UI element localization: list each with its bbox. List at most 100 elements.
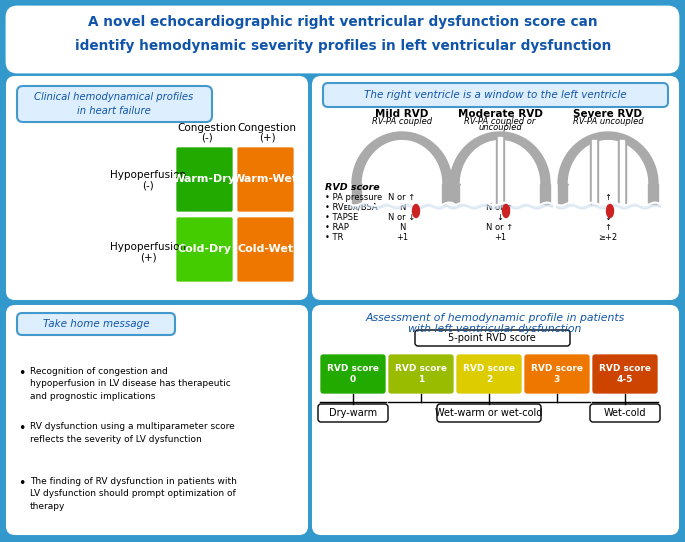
Polygon shape [592,140,596,204]
Polygon shape [558,184,567,204]
Text: (-): (-) [201,133,213,143]
FancyBboxPatch shape [323,83,668,107]
Text: • TR: • TR [325,233,343,242]
Text: ↓: ↓ [497,212,503,222]
Ellipse shape [606,204,614,217]
Text: The finding of RV dysfunction in patients with
LV dysfunction should prompt opti: The finding of RV dysfunction in patient… [30,477,237,511]
Text: (-): (-) [142,181,154,191]
Text: RVD score
4-5: RVD score 4-5 [599,364,651,384]
Text: Warm-Dry: Warm-Dry [173,175,236,184]
FancyBboxPatch shape [17,313,175,335]
Text: Take home message: Take home message [42,319,149,329]
Text: ↑: ↑ [604,192,612,202]
Text: Cold-Dry: Cold-Dry [177,244,232,255]
Polygon shape [558,132,658,184]
Polygon shape [648,184,658,204]
Ellipse shape [503,204,510,217]
FancyBboxPatch shape [7,77,307,299]
Text: Hypoperfusion: Hypoperfusion [110,170,186,180]
FancyBboxPatch shape [318,404,388,422]
FancyBboxPatch shape [7,306,307,534]
Text: with left ventricular dysfunction: with left ventricular dysfunction [408,324,582,334]
Text: • TAPSE: • TAPSE [325,212,358,222]
FancyBboxPatch shape [176,147,233,212]
Text: • RAP: • RAP [325,223,349,231]
Text: ↑: ↑ [604,203,612,211]
FancyBboxPatch shape [17,86,212,122]
FancyBboxPatch shape [313,77,678,299]
FancyBboxPatch shape [592,354,658,394]
Text: (+): (+) [259,133,275,143]
Polygon shape [618,140,626,204]
Text: Congestion: Congestion [238,123,297,133]
FancyBboxPatch shape [388,354,454,394]
FancyBboxPatch shape [590,404,660,422]
Polygon shape [450,184,459,204]
Text: Assessment of hemodynamic profile in patients: Assessment of hemodynamic profile in pat… [365,313,625,323]
Polygon shape [496,137,504,204]
Text: • PA pressure: • PA pressure [325,192,382,202]
Polygon shape [590,140,598,204]
Text: N or ↑: N or ↑ [486,203,514,211]
Polygon shape [620,140,624,204]
Text: Wet-warm or wet-cold: Wet-warm or wet-cold [435,408,543,418]
FancyBboxPatch shape [7,7,678,72]
Text: RV dysfunction using a multiparameter score
reflects the severity of LV dysfunct: RV dysfunction using a multiparameter sc… [30,422,235,443]
Text: RVD score
0: RVD score 0 [327,364,379,384]
Text: RV-PA coupled: RV-PA coupled [372,118,432,126]
FancyBboxPatch shape [176,217,233,282]
Polygon shape [540,184,550,204]
Text: Cold-Wet: Cold-Wet [238,244,294,255]
FancyBboxPatch shape [415,330,570,346]
FancyBboxPatch shape [456,354,522,394]
Text: Mild RVD: Mild RVD [375,109,429,119]
Text: +1: +1 [494,233,506,242]
Text: •: • [18,477,25,490]
Text: The right ventricle is a window to the left ventricle: The right ventricle is a window to the l… [364,90,626,100]
Text: RVD score: RVD score [325,183,379,191]
Text: ↓: ↓ [604,212,612,222]
Text: • RVᴇᴅᴀ/BSA: • RVᴇᴅᴀ/BSA [325,203,377,211]
Text: Recognition of congestion and
hypoperfusion in LV disease has therapeutic
and pr: Recognition of congestion and hypoperfus… [30,367,231,401]
Text: Severe RVD: Severe RVD [573,109,643,119]
Text: Congestion: Congestion [177,123,236,133]
Text: Clinical hemodynamical profiles
in heart failure: Clinical hemodynamical profiles in heart… [34,92,194,115]
Text: +1: +1 [396,233,408,242]
Polygon shape [352,184,361,204]
Text: Wet-cold: Wet-cold [603,408,646,418]
FancyBboxPatch shape [313,306,678,534]
Text: Warm-Wet: Warm-Wet [233,175,298,184]
FancyBboxPatch shape [237,217,294,282]
Text: RVD score
3: RVD score 3 [531,364,583,384]
Text: N: N [399,203,406,211]
Text: RV-PA coupled or: RV-PA coupled or [464,117,536,126]
Polygon shape [498,137,502,204]
Text: RV-PA uncoupled: RV-PA uncoupled [573,118,643,126]
FancyBboxPatch shape [237,147,294,212]
Text: ≥+2: ≥+2 [599,233,618,242]
Ellipse shape [412,204,419,217]
Polygon shape [352,132,452,184]
Text: Moderate RVD: Moderate RVD [458,109,543,119]
Text: identify hemodynamic severity profiles in left ventricular dysfunction: identify hemodynamic severity profiles i… [75,39,611,53]
Text: ↑: ↑ [604,223,612,231]
Text: Hypoperfusion: Hypoperfusion [110,242,186,252]
Text: N or ↓: N or ↓ [388,212,416,222]
Text: ↑: ↑ [497,192,503,202]
Text: N: N [399,223,406,231]
Text: N or ↑: N or ↑ [486,223,514,231]
Text: RVD score
1: RVD score 1 [395,364,447,384]
Text: •: • [18,367,25,380]
Text: uncoupled: uncoupled [478,124,522,132]
FancyBboxPatch shape [437,404,541,422]
Polygon shape [442,184,452,204]
Text: Dry-warm: Dry-warm [329,408,377,418]
FancyBboxPatch shape [320,354,386,394]
Text: (+): (+) [140,253,156,263]
Text: RVD score
2: RVD score 2 [463,364,515,384]
Text: N or ↑: N or ↑ [388,192,416,202]
Text: 5-point RVD score: 5-point RVD score [448,333,536,343]
Text: A novel echocardiographic right ventricular dysfunction score can: A novel echocardiographic right ventricu… [88,15,598,29]
Text: •: • [18,422,25,435]
FancyBboxPatch shape [524,354,590,394]
